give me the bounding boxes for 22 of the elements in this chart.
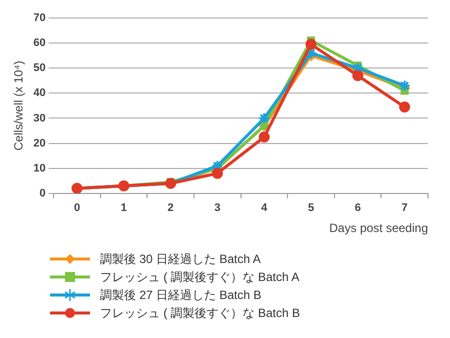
y-tick-label: 70 — [33, 12, 46, 24]
x-axis-title: Days post seeding — [329, 221, 428, 236]
x-tick-label: 4 — [261, 202, 268, 214]
y-tick-label: 60 — [33, 37, 46, 50]
y-tick-label: 10 — [33, 162, 46, 174]
x-tick-label: 6 — [354, 202, 361, 214]
y-tick-label: 30 — [33, 112, 46, 124]
legend-label: フレッシュ ( 調製後すぐ）な Batch A — [100, 268, 300, 286]
x-tick-label: 0 — [74, 202, 80, 214]
y-tick-label: 20 — [33, 137, 46, 150]
legend-label: フレッシュ ( 調製後すぐ）な Batch B — [100, 304, 300, 322]
x-tick-label: 7 — [402, 202, 408, 214]
legend-label: 調製後 27 日経過した Batch B — [100, 286, 262, 304]
x-tick-label: 2 — [168, 202, 174, 214]
y-tick-label: 0 — [40, 187, 46, 200]
x-tick-label: 3 — [214, 202, 220, 214]
x-tick-label: 5 — [308, 202, 314, 214]
y-tick-label: 50 — [33, 62, 46, 74]
x-tick-label: 1 — [120, 202, 127, 214]
y-tick-label: 40 — [33, 87, 46, 100]
y-axis-title: Cells/well (x 10⁴) — [12, 60, 26, 151]
legend-label: 調製後 30 日経過した Batch A — [100, 250, 261, 268]
